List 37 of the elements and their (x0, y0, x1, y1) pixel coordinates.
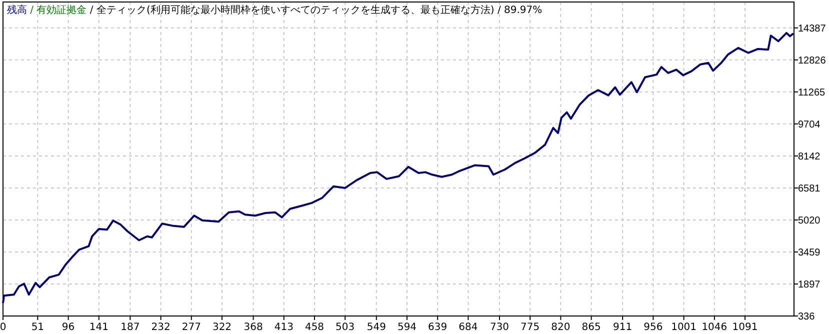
x-tick-label: 141 (89, 322, 108, 333)
x-tick-label: 549 (366, 322, 386, 333)
y-tick-label: 9704 (798, 119, 821, 130)
x-tick-label: 684 (458, 322, 478, 333)
x-tick-label: 865 (582, 322, 601, 333)
x-tick-label: 0 (0, 322, 6, 333)
y-tick-label: 12826 (798, 55, 826, 66)
y-tick-label: 1897 (798, 279, 821, 290)
x-tick-label: 1001 (671, 322, 697, 333)
x-tick-label: 458 (304, 322, 324, 333)
chart-title: 残高 / 有効証拠金 / 全ティック(利用可能な最小時間枠を使いすべてのティックを生成する、最も正確な方法) / 89.97% (7, 4, 542, 16)
x-tick-label: 51 (31, 322, 44, 333)
x-tick-label: 232 (151, 322, 170, 333)
x-tick-label: 639 (428, 322, 448, 333)
x-tick-label: 594 (397, 322, 417, 333)
y-tick-label: 8142 (798, 151, 821, 162)
y-tick-label: 336 (798, 312, 816, 322)
y-tick-label: 6581 (798, 183, 821, 194)
x-tick-label: 1046 (702, 322, 728, 333)
x-tick-label: 368 (244, 322, 263, 333)
x-tick-label: 820 (551, 322, 570, 333)
x-tick-label: 277 (182, 322, 201, 333)
x-tick-label: 96 (62, 322, 75, 333)
y-tick-label: 5020 (798, 215, 821, 226)
x-tick-label: 322 (212, 322, 232, 333)
x-tick-label: 187 (120, 322, 140, 333)
x-tick-label: 911 (613, 322, 632, 333)
line-series (2, 32, 794, 304)
x-tick-label: 413 (274, 322, 294, 333)
x-tick-label: 775 (520, 322, 540, 333)
y-tick-label: 14387 (798, 23, 826, 34)
x-tick-label: 956 (644, 322, 663, 333)
x-tick-label: 503 (336, 322, 355, 333)
y-tick-label: 3459 (798, 247, 821, 258)
y-tick-label: 11265 (798, 87, 826, 98)
x-tick-label: 1091 (732, 322, 758, 333)
x-tick-label: 730 (490, 322, 510, 333)
